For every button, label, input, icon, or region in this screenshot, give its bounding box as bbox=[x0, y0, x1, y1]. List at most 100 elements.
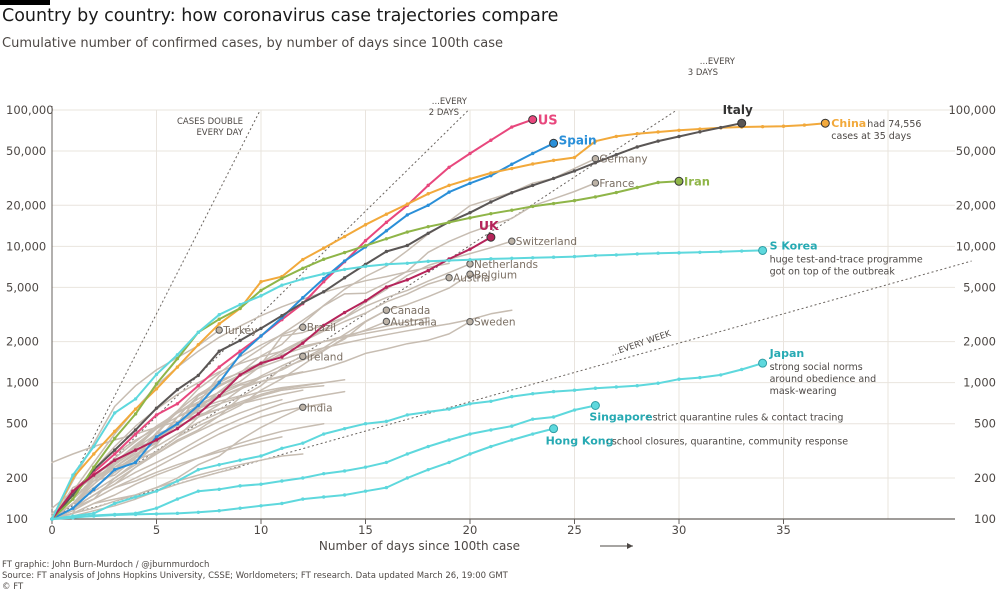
data-point bbox=[656, 180, 660, 185]
y-tick-label-right: 20,000 bbox=[956, 198, 996, 212]
data-point bbox=[593, 195, 598, 199]
data-point bbox=[656, 130, 660, 134]
end-marker-s-korea bbox=[758, 245, 768, 255]
data-point bbox=[447, 438, 451, 442]
ref-label-2days-line2: 2 DAYS bbox=[429, 108, 459, 118]
data-point bbox=[426, 183, 430, 188]
end-marker-uk bbox=[486, 232, 496, 242]
data-point bbox=[363, 299, 368, 303]
series-label-turkey: Turkey bbox=[222, 325, 257, 337]
series-line-turkey bbox=[51, 329, 220, 520]
series-label-brazil: Brazil bbox=[307, 322, 336, 334]
ref-label-every-day-line2: EVERY DAY bbox=[196, 128, 243, 138]
data-point bbox=[175, 422, 180, 426]
data-point bbox=[510, 208, 514, 212]
x-tick-label: 5 bbox=[153, 523, 160, 537]
x-axis-arrow-head bbox=[627, 543, 633, 549]
japan-note-line1: strong social norms bbox=[770, 362, 863, 373]
data-point bbox=[614, 134, 618, 139]
data-point bbox=[740, 249, 744, 253]
data-point bbox=[259, 326, 263, 331]
data-point bbox=[322, 276, 326, 281]
series-label-china: China bbox=[831, 117, 866, 130]
data-point bbox=[363, 489, 368, 493]
x-tick-label: 10 bbox=[254, 523, 269, 537]
data-point bbox=[301, 266, 305, 271]
data-point bbox=[217, 313, 221, 317]
ref-label-every-day-line1: CASES DOUBLE bbox=[177, 117, 243, 127]
data-point bbox=[426, 268, 430, 273]
y-tick-label-right: 10,000 bbox=[956, 239, 996, 253]
data-point bbox=[280, 283, 284, 287]
y-tick-label-left: 50,000 bbox=[6, 144, 46, 158]
data-point bbox=[635, 252, 639, 256]
x-tick-label: 35 bbox=[776, 523, 791, 537]
series-label-ireland: Ireland bbox=[307, 351, 343, 363]
reference-line bbox=[51, 109, 678, 520]
data-point bbox=[217, 487, 221, 492]
data-point bbox=[342, 469, 347, 473]
data-point bbox=[468, 257, 472, 262]
data-point bbox=[50, 517, 54, 521]
data-point bbox=[196, 510, 200, 514]
data-point bbox=[217, 463, 221, 467]
data-point bbox=[656, 381, 660, 385]
data-point bbox=[593, 253, 598, 258]
data-point bbox=[92, 452, 96, 456]
series-line-australia bbox=[51, 320, 388, 520]
series-line-brazil bbox=[51, 326, 304, 520]
data-point bbox=[238, 353, 242, 357]
y-tick-label-right: 500 bbox=[974, 417, 996, 431]
data-point bbox=[113, 448, 117, 452]
data-point bbox=[280, 446, 284, 451]
data-point bbox=[510, 162, 514, 166]
x-tick-label: 0 bbox=[48, 523, 55, 537]
ft-top-bar bbox=[0, 0, 50, 5]
data-point bbox=[175, 365, 180, 369]
y-tick-label-right: 50,000 bbox=[956, 144, 996, 158]
series-label-france: France bbox=[599, 178, 634, 190]
series-line-other bbox=[51, 309, 513, 520]
data-point bbox=[217, 509, 221, 513]
data-point bbox=[342, 310, 347, 315]
data-point bbox=[489, 200, 493, 204]
data-point bbox=[551, 415, 556, 419]
data-point bbox=[259, 361, 263, 365]
data-point bbox=[280, 313, 284, 318]
data-point bbox=[322, 280, 326, 284]
data-point bbox=[447, 460, 451, 465]
data-point bbox=[322, 290, 326, 294]
x-tick-label: 15 bbox=[358, 523, 373, 537]
data-point bbox=[92, 514, 96, 518]
y-tick-label-left: 5,000 bbox=[6, 280, 39, 294]
data-point bbox=[551, 389, 556, 394]
data-point bbox=[384, 460, 389, 465]
data-point bbox=[342, 267, 347, 272]
series-line-austria bbox=[51, 276, 450, 520]
end-marker-hong-kong bbox=[549, 424, 559, 434]
data-point bbox=[154, 435, 159, 439]
data-point bbox=[363, 223, 368, 227]
data-point bbox=[468, 181, 472, 185]
data-point bbox=[92, 444, 96, 449]
series-label-australia: Australia bbox=[390, 316, 436, 328]
end-marker-netherlands bbox=[466, 260, 474, 268]
data-point bbox=[489, 211, 493, 216]
footer-source: Source: FT analysis of Johns Hopkins Uni… bbox=[2, 571, 508, 581]
series-label-india: India bbox=[307, 402, 333, 414]
data-point bbox=[468, 216, 472, 220]
y-tick-label-left: 500 bbox=[6, 417, 28, 431]
data-point bbox=[740, 367, 744, 372]
data-point bbox=[635, 132, 639, 136]
data-point bbox=[154, 387, 159, 391]
data-point bbox=[510, 125, 514, 129]
y-tick-label-right: 1,000 bbox=[963, 376, 996, 390]
data-point bbox=[468, 432, 472, 436]
data-point bbox=[551, 255, 556, 259]
series-line-ireland bbox=[51, 355, 304, 520]
data-point bbox=[760, 124, 765, 129]
data-point bbox=[342, 234, 347, 239]
data-point bbox=[113, 467, 117, 472]
end-marker-singapore bbox=[590, 401, 600, 411]
series-label-sweden: Sweden bbox=[474, 317, 516, 329]
